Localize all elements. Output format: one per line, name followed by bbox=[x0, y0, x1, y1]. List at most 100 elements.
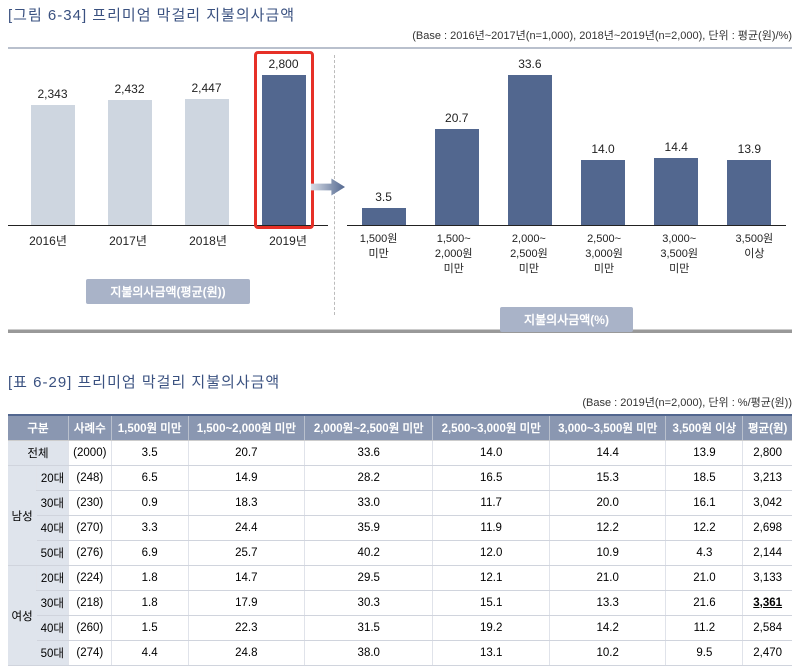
table-cell: 2,584 bbox=[743, 616, 792, 641]
bar-value: 2,343 bbox=[37, 87, 67, 101]
table-cell: 3,042 bbox=[743, 491, 792, 516]
table-cell: 30대 bbox=[37, 591, 69, 616]
x-label: 2,000~2,500원미만 bbox=[510, 232, 548, 277]
right-bar-col: 13.9 bbox=[727, 142, 771, 225]
bar bbox=[108, 100, 152, 225]
table-header: 1,500원 미만 bbox=[111, 415, 188, 441]
table-cell: 21.0 bbox=[549, 566, 666, 591]
bar-value: 13.9 bbox=[738, 142, 761, 156]
table-cell: 21.0 bbox=[666, 566, 743, 591]
table-cell: 4.3 bbox=[666, 541, 743, 566]
x-label: 2,500~3,000원미만 bbox=[585, 232, 623, 277]
table-cell: 3,361 bbox=[743, 591, 792, 616]
table-header: 사례수 bbox=[68, 415, 111, 441]
table-cell: 전체 bbox=[8, 441, 68, 466]
table-cell: 22.3 bbox=[188, 616, 305, 641]
table-cell: 9.5 bbox=[666, 641, 743, 666]
table-cell: (224) bbox=[68, 566, 111, 591]
table-cell: 19.2 bbox=[433, 616, 550, 641]
table-cell: 28.2 bbox=[305, 466, 433, 491]
left-bar-col: 2,343 bbox=[31, 87, 75, 225]
table-cell: 50대 bbox=[37, 641, 69, 666]
table-cell: 20.7 bbox=[188, 441, 305, 466]
table-cell: (248) bbox=[68, 466, 111, 491]
table-row: 50대(274)4.424.838.013.110.29.52,470 bbox=[8, 641, 792, 666]
right-chart: 3.5 20.7 33.6 14.0 14.4 13.9 1,500원미만1,5… bbox=[341, 55, 792, 315]
table-cell: 6.5 bbox=[111, 466, 188, 491]
table-cell: 3.3 bbox=[111, 516, 188, 541]
table-cell: (260) bbox=[68, 616, 111, 641]
table-cell: 24.8 bbox=[188, 641, 305, 666]
table-cell: (274) bbox=[68, 641, 111, 666]
right-bar-col: 14.0 bbox=[581, 142, 625, 225]
table-cell: 20대 bbox=[37, 566, 69, 591]
right-chip: 지불의사금액(%) bbox=[500, 307, 633, 332]
bar bbox=[581, 160, 625, 225]
table-base: (Base : 2019년(n=2,000), 단위 : %/평균(원)) bbox=[8, 394, 792, 410]
bar bbox=[435, 129, 479, 225]
table-cell: 25.7 bbox=[188, 541, 305, 566]
table-cell: 14.9 bbox=[188, 466, 305, 491]
table-cell: 13.9 bbox=[666, 441, 743, 466]
table-cell: 21.6 bbox=[666, 591, 743, 616]
table-header: 평균(원) bbox=[743, 415, 792, 441]
bar bbox=[727, 160, 771, 225]
table-cell: 3,213 bbox=[743, 466, 792, 491]
left-chip: 지불의사금액(평균(원)) bbox=[86, 279, 249, 304]
table-cell: (2000) bbox=[68, 441, 111, 466]
data-table: 구분사례수1,500원 미만1,500~2,000원 미만2,000원~2,50… bbox=[8, 414, 792, 666]
right-bar-col: 33.6 bbox=[508, 57, 552, 225]
table-cell: 16.1 bbox=[666, 491, 743, 516]
x-label: 2016년 bbox=[29, 232, 67, 249]
table-cell: 38.0 bbox=[305, 641, 433, 666]
table-cell: 30.3 bbox=[305, 591, 433, 616]
right-bar-col: 3.5 bbox=[362, 190, 406, 225]
table-header: 2,000원~2,500원 미만 bbox=[305, 415, 433, 441]
bar bbox=[185, 99, 229, 225]
table-cell: 11.2 bbox=[666, 616, 743, 641]
figure-base: (Base : 2016년~2017년(n=1,000), 2018년~2019… bbox=[8, 27, 792, 43]
right-bar-col: 20.7 bbox=[435, 111, 479, 225]
table-cell: 1.8 bbox=[111, 591, 188, 616]
x-label: 3,500원이상 bbox=[736, 232, 774, 277]
table-cell: 12.1 bbox=[433, 566, 550, 591]
right-bar-col: 14.4 bbox=[654, 140, 698, 225]
table-cell: 11.7 bbox=[433, 491, 550, 516]
table-cell: 50대 bbox=[37, 541, 69, 566]
table-row: 여성20대(224)1.814.729.512.121.021.03,133 bbox=[8, 566, 792, 591]
bar bbox=[654, 158, 698, 225]
table-cell: 2,698 bbox=[743, 516, 792, 541]
x-label: 3,000~3,500원미만 bbox=[660, 232, 698, 277]
table-cell: 15.1 bbox=[433, 591, 550, 616]
table-row: 전체(2000)3.520.733.614.014.413.92,800 bbox=[8, 441, 792, 466]
table-cell: (230) bbox=[68, 491, 111, 516]
x-label: 2018년 bbox=[189, 232, 227, 249]
table-cell: 20대 bbox=[37, 466, 69, 491]
highlight-box bbox=[254, 51, 314, 229]
table-cell: 1.5 bbox=[111, 616, 188, 641]
table-row: 30대(218)1.817.930.315.113.321.63,361 bbox=[8, 591, 792, 616]
table-cell: 13.3 bbox=[549, 591, 666, 616]
x-label: 1,500원미만 bbox=[360, 232, 398, 277]
table-cell: 4.4 bbox=[111, 641, 188, 666]
left-bar-col: 2,800 bbox=[262, 57, 306, 225]
table-header: 3,000~3,500원 미만 bbox=[549, 415, 666, 441]
table-title: [표 6-29] 프리미엄 막걸리 지불의사금액 bbox=[8, 371, 792, 392]
table-cell: 2,800 bbox=[743, 441, 792, 466]
chart-area: 2,343 2,432 2,447 2,800 2016년2017년2018년2… bbox=[8, 55, 792, 315]
left-bar-col: 2,447 bbox=[185, 81, 229, 225]
table-cell: 24.4 bbox=[188, 516, 305, 541]
table-cell: 11.9 bbox=[433, 516, 550, 541]
table-row: 40대(260)1.522.331.519.214.211.22,584 bbox=[8, 616, 792, 641]
table-cell: 30대 bbox=[37, 491, 69, 516]
table-row: 50대(276)6.925.740.212.010.94.32,144 bbox=[8, 541, 792, 566]
x-label: 2017년 bbox=[109, 232, 147, 249]
table-cell: 33.0 bbox=[305, 491, 433, 516]
bar-value: 14.0 bbox=[591, 142, 614, 156]
bar bbox=[362, 208, 406, 225]
bar-value: 14.4 bbox=[665, 140, 688, 154]
table-cell: 16.5 bbox=[433, 466, 550, 491]
bar-value: 3.5 bbox=[375, 190, 392, 204]
table-cell: 40.2 bbox=[305, 541, 433, 566]
table-cell: 2,470 bbox=[743, 641, 792, 666]
